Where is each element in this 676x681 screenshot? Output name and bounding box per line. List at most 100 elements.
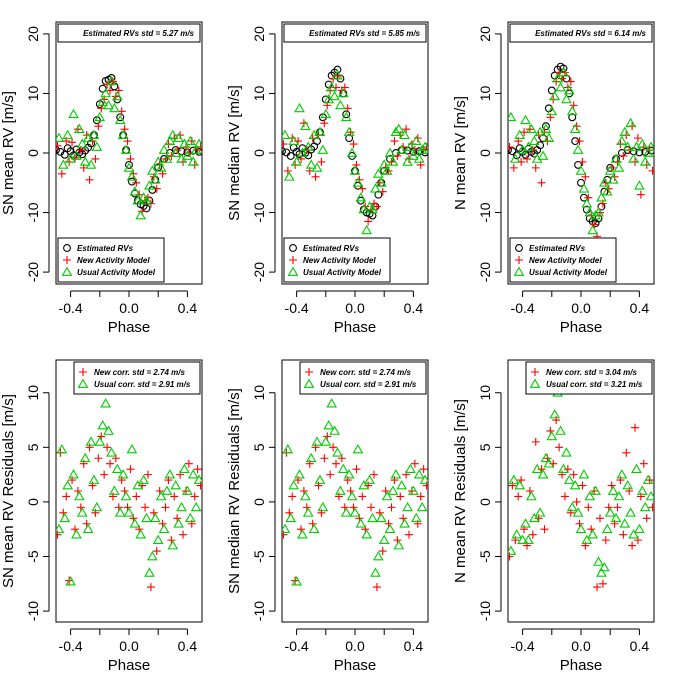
usual-model-point [335,485,346,495]
y-axis-label: N mean RV [m/s] [452,96,469,210]
new-model-point [555,443,564,452]
legend-box [283,237,391,283]
usual-model-point [114,114,126,125]
usual-model-point [346,490,358,501]
new-model-point [283,166,292,175]
usual-model-point [364,474,375,484]
usual-model-point [590,210,601,220]
x-tick-label: 0.0 [571,638,591,654]
estimated-point [577,178,585,187]
usual-model-point [147,550,158,561]
usual-model-point [129,186,141,196]
new-model-point [120,125,129,134]
legend-label: New Activity Model [303,256,376,265]
usual-model-point [56,523,65,534]
new-model-point [126,465,135,474]
usual-model-point [79,452,91,463]
new-model-point [358,492,367,501]
usual-model-point [88,129,100,139]
new-model-point [569,470,578,479]
usual-model-point [305,159,317,169]
y-tick-label: 10 [477,85,493,101]
x-tick-label: 0.0 [571,300,591,316]
usual-model-point [164,469,176,479]
y-tick-label: 10 [477,385,493,401]
estimated-point [368,211,377,220]
x-axis-label: Phase [108,319,151,336]
new-model-point [387,503,396,512]
new-model-point [601,536,610,545]
x-tick-label: 0.0 [345,638,365,654]
usual-model-point [569,123,581,134]
usual-model-point [349,165,361,175]
new-model-point [352,160,361,169]
usual-model-point [170,147,182,157]
usual-model-point [607,485,619,495]
x-axis-label: Phase [560,657,603,674]
usual-model-point [552,73,563,83]
usual-model-point [642,474,654,484]
y-tick-label: -10 [477,601,493,621]
usual-model-point [546,430,558,441]
new-model-point [57,169,66,178]
usual-model-point [100,87,111,98]
usual-model-point [370,183,381,193]
usual-model-point [517,534,528,544]
new-model-point [622,448,631,457]
estimated-point [286,152,295,160]
x-axis-label: Phase [334,657,377,674]
usual-model-point [135,529,147,539]
x-tick-label: 0.0 [345,300,365,316]
usual-model-point [628,529,639,539]
usual-model-point [297,147,308,157]
usual-model-point [190,501,202,512]
usual-model-point [164,135,176,145]
usual-model-point [308,523,320,534]
new-model-point [416,492,425,501]
usual-model-point [282,444,294,454]
legend-box [299,361,427,395]
estimated-point [374,190,383,199]
usual-model-point [639,501,651,512]
usual-model-point [610,512,622,523]
new-model-point [141,503,150,512]
usual-model-point [320,436,332,446]
usual-model-point [187,469,199,479]
y-tick-label: -10 [25,202,41,222]
new-model-point [613,503,622,512]
usual-model-point [109,485,120,495]
usual-model-point [56,444,68,454]
plot-frame [55,359,203,623]
new-model-point [628,541,637,550]
data-points [56,398,202,592]
new-model-point [508,552,514,561]
usual-model-point [340,507,352,517]
usual-model-point [575,165,587,175]
estimated-point [333,65,342,74]
new-model-point [372,202,381,211]
legend-marker [289,244,297,252]
usual-model-point [187,156,199,166]
new-model-point [595,514,604,523]
data-points [508,387,654,592]
usual-model-point [596,192,607,202]
usual-model-point [419,141,428,151]
new-model-point [94,454,103,463]
usual-model-point [526,123,537,134]
y-axis-label: SN mean RV Residuals [m/s] [0,394,17,588]
estimated-point [127,177,136,186]
new-model-point [537,178,546,187]
usual-model-point [106,447,117,457]
usual-model-point [282,129,291,139]
usual-model-point [396,144,408,154]
y-axis-label: SN mean RV [m/s] [0,91,17,215]
usual-model-point [68,469,79,479]
usual-model-point [396,480,408,490]
usual-model-point [190,144,202,154]
usual-model-point [88,474,100,484]
legend-box [57,237,165,283]
usual-model-point [613,162,625,172]
usual-model-point [361,529,373,539]
usual-model-point [604,165,616,175]
